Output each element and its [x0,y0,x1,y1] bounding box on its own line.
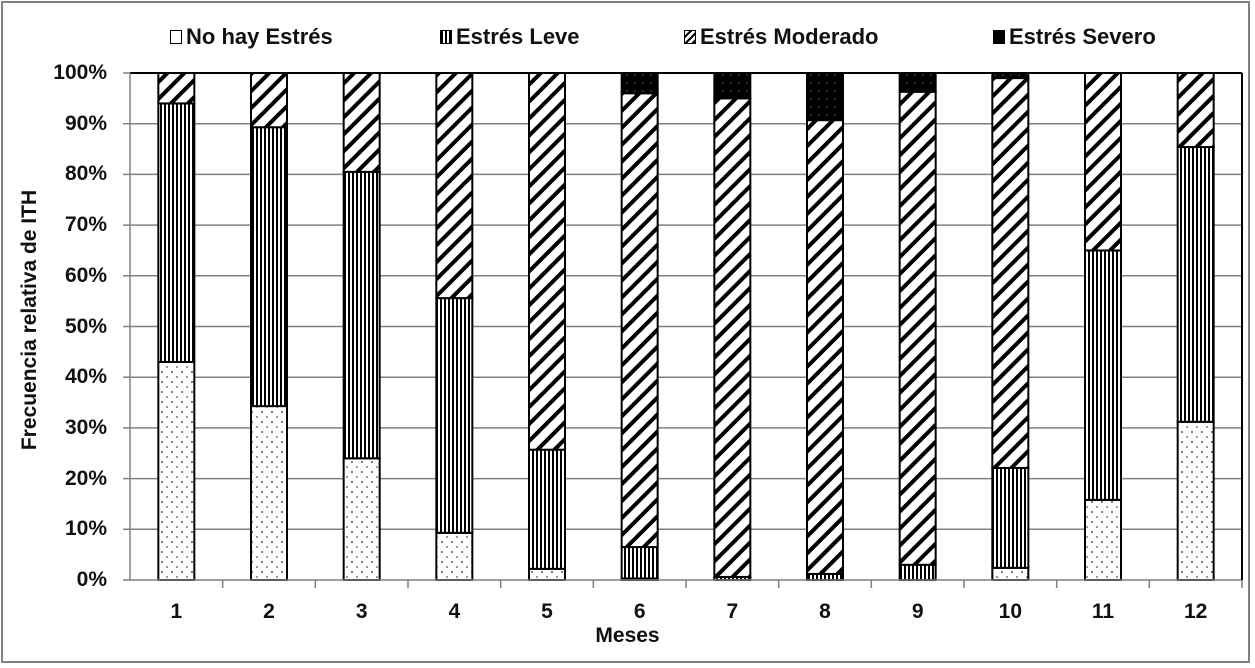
bar-segment [620,72,659,95]
bar-segment [435,297,474,534]
y-tick-label: 30% [64,415,107,439]
bar-segment [157,360,196,581]
gridlines [130,122,1242,531]
bar-segment [713,97,752,578]
bar-segment [1084,72,1122,252]
solid-swatch-icon [993,30,1005,44]
bar-segment [435,72,474,300]
bar-segment [1176,420,1215,582]
bar-segment [342,72,381,173]
y-tick-label: 70% [64,213,107,237]
bar-segment [620,92,659,549]
x-tick-label: 5 [541,600,553,623]
y-tick-label: 40% [64,365,107,389]
legend: No hay Estrés Estrés Leve Estrés Moderad… [0,24,1255,54]
bar-segment [806,119,844,575]
legend-item-severe-stress: Estrés Severo [993,24,1156,50]
bar-segment [250,72,288,129]
bar-segment [898,563,937,581]
y-tick-label: 10% [64,517,107,541]
x-tick-label: 9 [911,600,924,623]
bar-segment [157,72,196,105]
legend-item-no-stress: No hay Estrés [170,24,333,50]
bar-segment [1084,498,1122,582]
bar-segment [435,531,474,581]
vertical-lines-swatch-icon [440,30,452,44]
bar-segment [991,466,1030,569]
bar-segment [1084,249,1122,501]
diagonal-lines-swatch-icon [684,30,696,44]
bar-segment [620,546,659,580]
bar-segment [342,457,381,582]
bar-segment [528,448,566,570]
y-tick-label: 100% [53,61,107,84]
bar-segment [528,567,566,582]
y-tick-label: 50% [64,314,107,338]
legend-item-mild-stress: Estrés Leve [440,24,580,50]
bar-segment [898,72,937,93]
x-tick-label: 1 [170,600,183,623]
bar-segment [342,170,381,460]
axes [123,72,1243,588]
bar-segment [157,102,196,363]
y-tick-label: 20% [64,466,107,490]
bar-segment [528,72,566,451]
bar-segment [991,77,1030,469]
y-tick-label: 0% [76,568,107,591]
x-tick-label: 3 [355,600,368,623]
x-axis-title: Meses [595,624,660,647]
x-tick-label: 12 [1183,600,1208,623]
y-tick-label: 80% [64,162,107,186]
legend-label: Estrés Severo [1009,24,1156,49]
bar-segment [991,566,1030,581]
bar-segment [898,90,937,566]
bars [157,72,1215,582]
legend-item-moderate-stress: Estrés Moderado [684,24,879,50]
x-tick-label: 7 [726,600,739,623]
bar-segment [806,72,844,122]
legend-label: Estrés Leve [456,24,580,49]
bar-segment [713,72,752,100]
legend-label: Estrés Moderado [700,24,879,49]
y-tick-label: 90% [64,111,107,135]
x-tick-label: 10 [998,600,1022,623]
x-tick-label: 4 [448,600,461,623]
y-tick-label: 60% [64,263,107,287]
x-tick-label: 2 [263,600,275,623]
bar-segment [1176,146,1215,423]
legend-label: No hay Estrés [186,24,333,49]
x-tick-label: 6 [633,600,646,623]
x-tick-label: 11 [1091,600,1115,623]
dots-swatch-icon [170,30,182,44]
bar-segment [250,405,288,581]
x-tick-label: 8 [819,600,831,623]
bar-segment [1176,72,1215,149]
bar-segment [250,126,288,408]
